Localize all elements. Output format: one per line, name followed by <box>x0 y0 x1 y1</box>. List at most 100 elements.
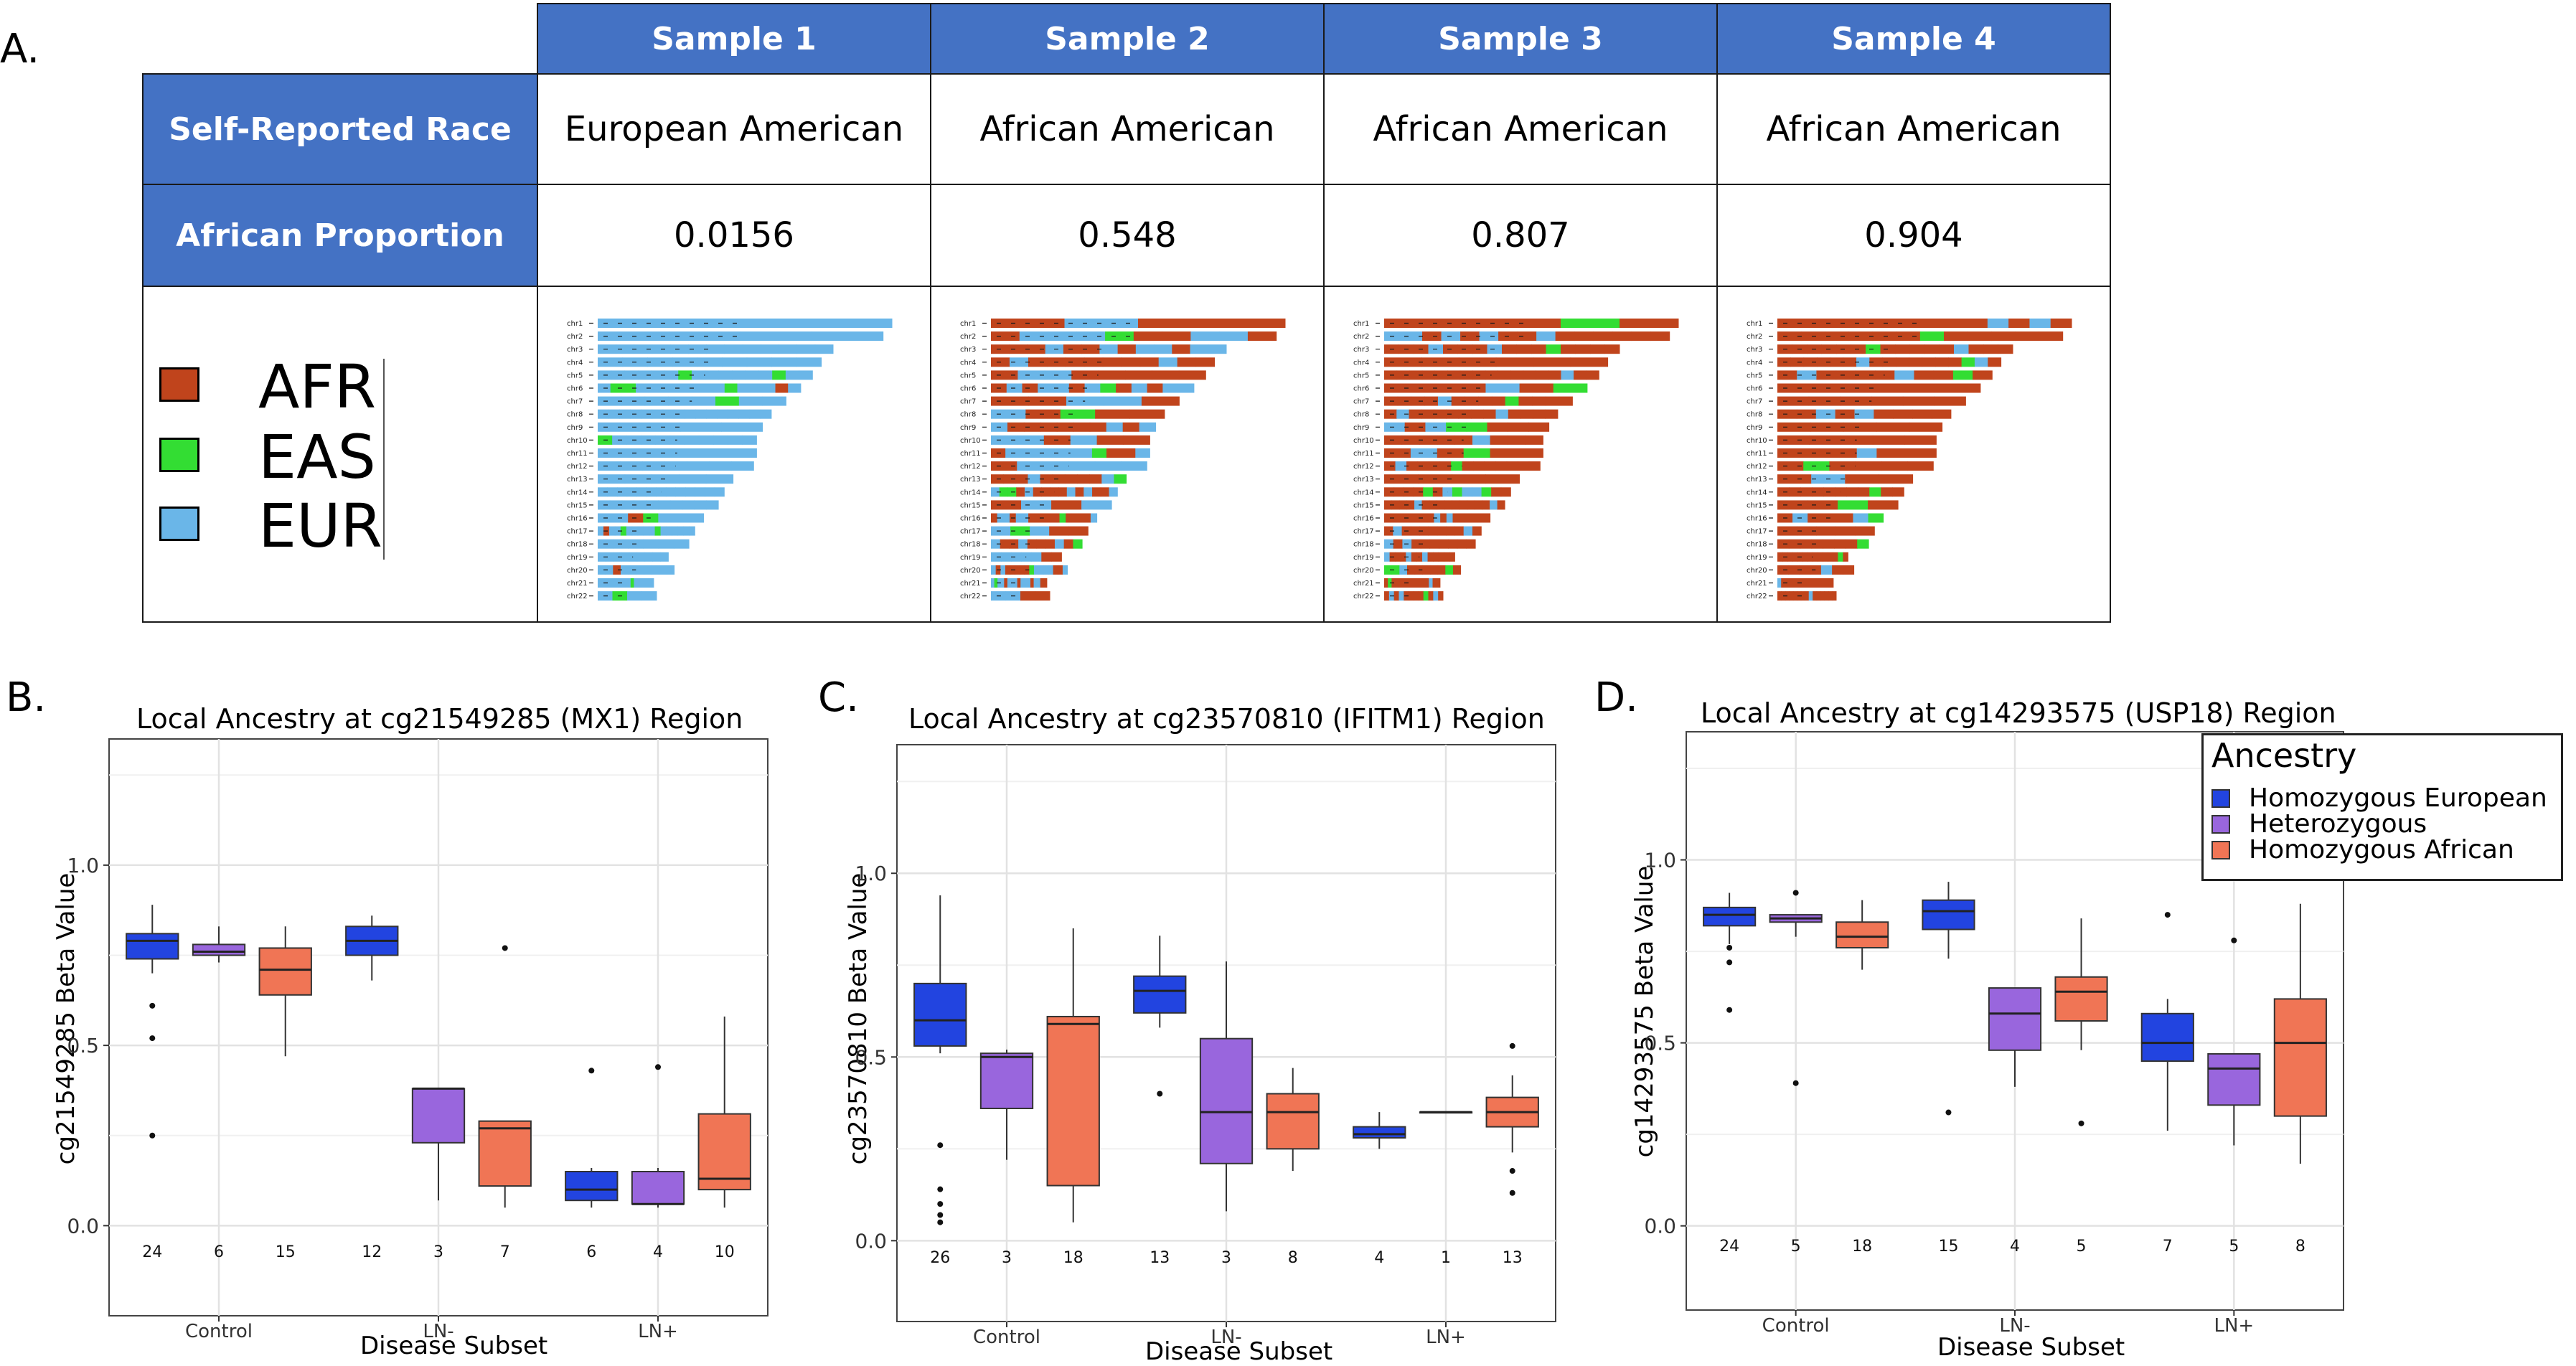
ancestry-segment <box>991 578 995 588</box>
ancestry-segment <box>626 526 633 536</box>
ancestry-segment <box>1017 461 1043 471</box>
x-tick-label: LN- <box>1999 1315 2030 1337</box>
ancestry-segment <box>1418 591 1424 601</box>
ancestry-segment <box>1485 370 1498 380</box>
ancestry-segment <box>991 565 997 575</box>
ancestry-segment <box>1027 578 1031 588</box>
ancestry-segment <box>1065 357 1085 367</box>
ancestry-segment <box>674 383 687 393</box>
ancestry-segment <box>1895 344 1910 354</box>
chrom-label: chr13 <box>960 476 981 484</box>
ancestry-segment <box>1439 539 1449 549</box>
ancestry-segment <box>1395 578 1400 588</box>
ancestry-segment <box>1788 565 1800 575</box>
ancestry-segment <box>1466 422 1487 432</box>
ancestry-segment <box>1395 552 1401 562</box>
ancestry-segment <box>1882 357 1896 367</box>
ancestry-segment <box>694 500 707 510</box>
ancestry-segment <box>1048 331 1077 342</box>
chrom-label: chr1 <box>1353 320 1369 328</box>
ancestry-segment <box>804 319 834 328</box>
sample-count-label: 1 <box>1441 1249 1451 1267</box>
ancestry-segment <box>643 565 652 575</box>
ancestry-segment <box>1523 370 1536 380</box>
ancestry-segment <box>724 383 738 393</box>
ancestry-segment <box>1421 578 1426 588</box>
ancestry-segment <box>1066 487 1076 497</box>
ancestry-segment <box>991 552 1002 562</box>
ancestry-segment <box>1498 370 1511 380</box>
ancestry-segment <box>1912 383 1936 393</box>
ancestry-segment <box>1818 578 1823 588</box>
legend-item-heterozygous: Heterozygous <box>2249 809 2427 839</box>
ancestry-segment <box>1854 409 1874 419</box>
table-cell-proportion-1: 0.0156 <box>537 184 931 287</box>
table-row-label-african-proportion: African Proportion <box>142 184 538 287</box>
ancestry-segment <box>1823 513 1838 523</box>
ancestry-segment <box>1122 422 1140 432</box>
ancestry-segment <box>1789 487 1801 497</box>
ancestry-segment <box>1084 383 1101 393</box>
ancestry-segment <box>1816 357 1830 367</box>
sample-count-label: 24 <box>1719 1238 1739 1256</box>
ancestry-segment <box>1406 461 1419 471</box>
ancestry-segment <box>1835 526 1856 536</box>
chrom-label: chr6 <box>567 385 583 393</box>
chart-title-d: Local Ancestry at cg14293575 (USP18) Reg… <box>1701 697 2336 729</box>
ancestry-segment <box>678 370 692 380</box>
ancestry-segment <box>1991 331 2016 342</box>
ancestry-segment <box>1020 591 1035 601</box>
ancestry-segment <box>1384 319 1444 328</box>
ancestry-segment <box>741 448 757 458</box>
ancestry-segment <box>1404 487 1414 497</box>
ancestry-segment <box>695 487 705 497</box>
ancestry-segment <box>1077 474 1090 484</box>
ancestry-segment <box>598 487 608 497</box>
ancestry-segment <box>1792 578 1797 588</box>
ancestry-segment <box>1092 487 1101 497</box>
ancestry-segment <box>1023 422 1041 432</box>
ancestry-segment <box>1190 344 1209 354</box>
ancestry-segment <box>1419 526 1429 536</box>
ancestry-segment <box>1533 357 1571 367</box>
outlier-point <box>502 945 508 951</box>
ancestry-segment <box>1000 539 1010 549</box>
chrom-label: chr3 <box>1747 346 1762 354</box>
outlier-point <box>588 1068 595 1074</box>
chart-title-b: Local Ancestry at cg21549285 (MX1) Regio… <box>136 703 743 735</box>
sample-count-label: 3 <box>1221 1249 1231 1267</box>
ancestry-segment <box>1063 448 1078 458</box>
x-axis-title-d: Disease Subset <box>1937 1333 2125 1362</box>
ancestry-segment <box>1447 539 1458 549</box>
x-tick-label: Control <box>1762 1315 1830 1337</box>
ancestry-segment <box>1853 513 1869 523</box>
ancestry-segment <box>598 578 602 588</box>
ancestry-segment <box>605 565 614 575</box>
ancestry-segment <box>1902 396 1935 406</box>
sample-count-label: 7 <box>2163 1238 2173 1256</box>
ancestry-segment <box>1840 319 1862 328</box>
ancestry-segment <box>1406 578 1411 588</box>
ancestry-segment <box>1051 552 1062 562</box>
ancestry-segment <box>1135 448 1150 458</box>
ancestry-segment <box>598 396 622 406</box>
chrom-label: chr19 <box>567 554 588 562</box>
outlier-point <box>1792 1080 1799 1086</box>
box-group: 13 <box>1133 936 1187 1267</box>
chrom-label: chr2 <box>1353 333 1369 341</box>
ancestry-segment <box>1414 591 1419 601</box>
ancestry-segment <box>814 344 834 354</box>
ancestry-segment <box>1561 344 1576 354</box>
chrom-label: chr18 <box>960 541 981 549</box>
chrom-label: chr22 <box>960 593 981 600</box>
sample-count-label: 4 <box>653 1243 663 1261</box>
ancestry-segment <box>680 422 722 432</box>
ancestry-segment <box>1016 487 1025 497</box>
outlier-point <box>937 1201 944 1207</box>
ancestry-segment <box>1139 357 1160 367</box>
ancestry-segment <box>1421 513 1429 523</box>
ancestry-segment <box>661 448 678 458</box>
ancestry-segment <box>1495 409 1509 419</box>
ancestry-segment <box>717 409 728 419</box>
ancestry-segment <box>1409 513 1416 523</box>
